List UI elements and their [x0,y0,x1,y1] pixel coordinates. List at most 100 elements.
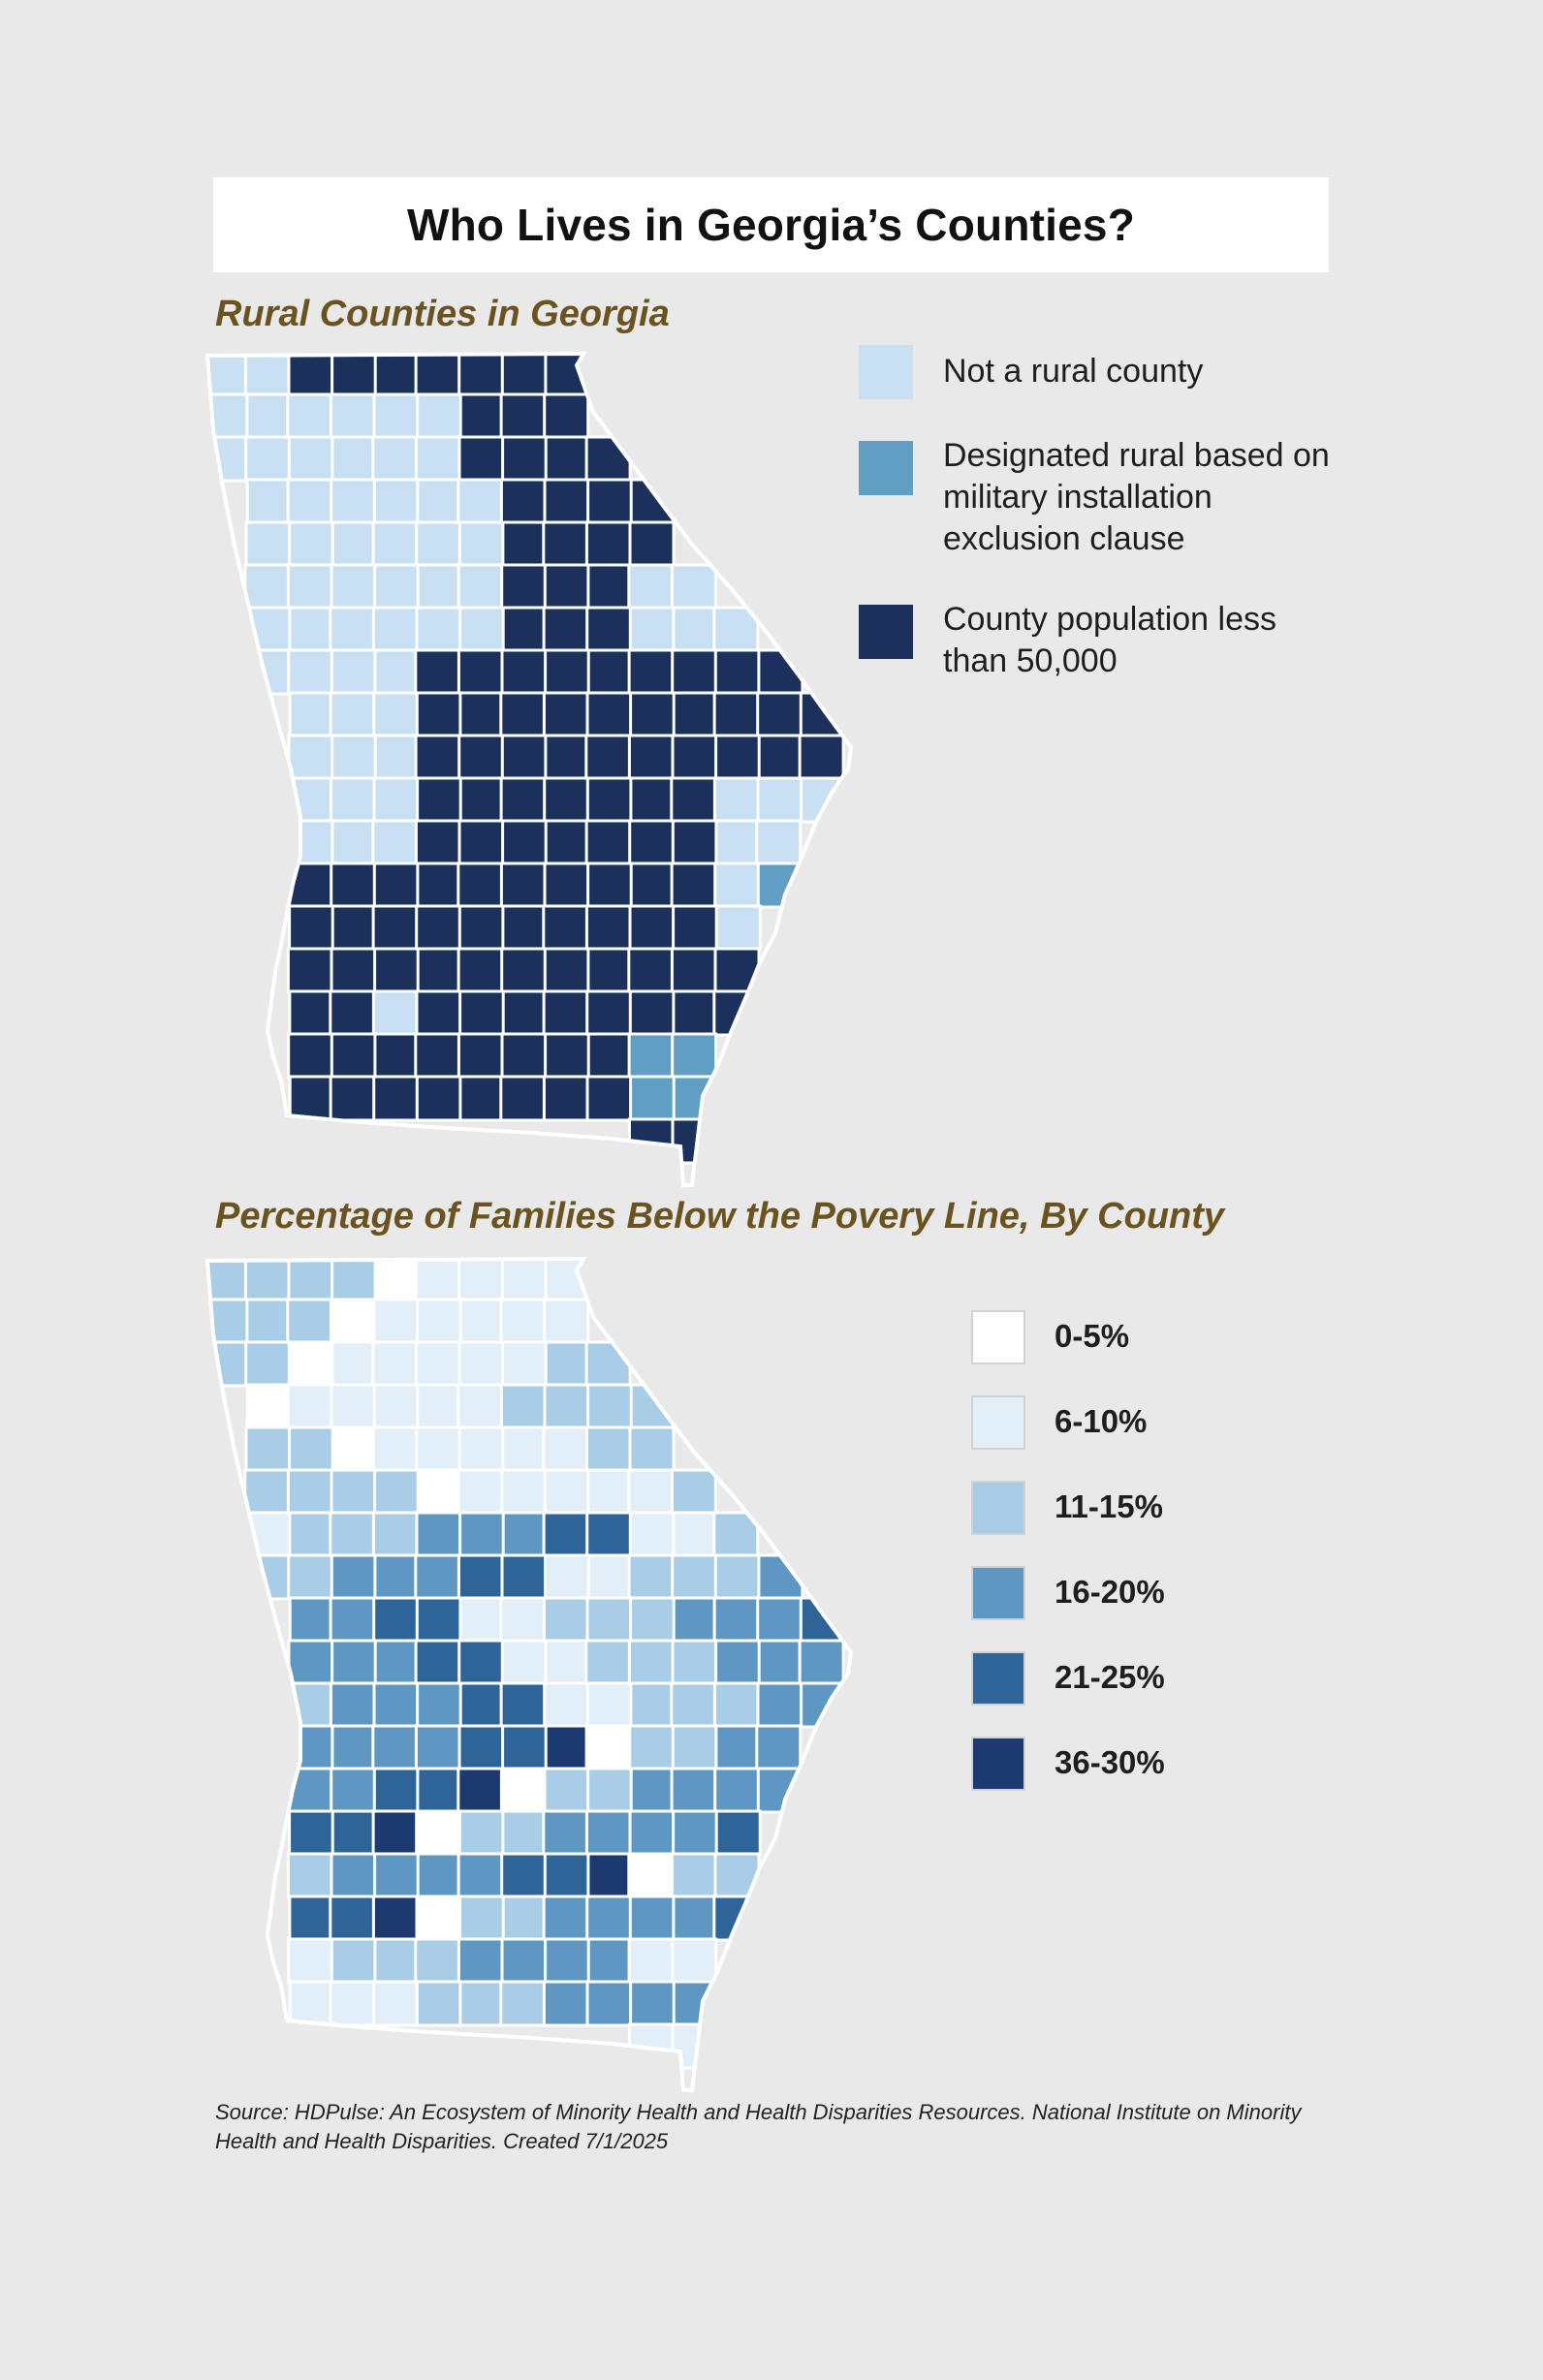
legend-swatch [971,1395,1025,1450]
legend-swatch [971,1737,1025,1791]
county [586,1383,634,1430]
poverty-legend-item: 11-15% [971,1481,1163,1535]
county [628,1724,676,1771]
county [499,1383,547,1430]
county [712,1895,760,1942]
legend-label: 21-25% [1055,1659,1165,1695]
county [756,1596,803,1644]
county [373,1852,421,1899]
county [458,1511,506,1558]
county [458,1075,506,1122]
county [543,947,590,994]
county [714,734,762,781]
county [414,1032,461,1080]
county [628,1425,676,1473]
county [372,1681,420,1729]
county [629,1767,677,1814]
county [672,1895,719,1942]
county [628,819,676,866]
poverty-map [205,1257,854,2092]
county [416,1767,463,1814]
county [288,1980,335,2027]
county [584,520,632,568]
county [670,563,717,611]
legend-label: 11-15% [1055,1488,1163,1524]
county [544,1937,591,1985]
county [671,1553,718,1601]
county [500,1553,548,1601]
county [288,1425,335,1473]
county [542,1895,589,1942]
county [543,1468,590,1516]
county [287,819,334,866]
county [288,1511,335,1558]
county [712,691,760,738]
county [244,1425,292,1473]
county [330,1852,377,1899]
county [628,606,676,653]
county [543,563,590,611]
county [288,1895,335,1942]
county [286,1468,333,1516]
county [542,1511,589,1558]
county [501,1340,549,1388]
county [243,354,291,397]
legend-swatch [971,1566,1025,1620]
county [415,606,462,653]
county [670,1468,717,1516]
county [330,1383,377,1430]
county [755,1724,803,1771]
county [586,1553,634,1601]
county [757,1639,804,1686]
county [586,563,634,611]
county [586,947,634,994]
county [416,1852,463,1899]
legend-label: 36-30% [1055,1744,1165,1780]
county [330,563,377,611]
county [245,392,293,440]
county [629,1596,677,1644]
county [329,691,376,738]
county [457,904,505,952]
county [416,563,463,611]
county [628,904,676,952]
county [501,435,549,483]
county [501,606,549,653]
county [331,1809,378,1857]
county [584,1340,632,1388]
county [670,947,717,994]
county [373,1639,421,1686]
county [499,1075,547,1122]
county [627,947,675,994]
county [288,606,335,653]
county [542,904,589,952]
county [415,691,462,738]
county [585,1511,633,1558]
county [458,1980,506,2027]
county [416,1468,463,1516]
county [544,1639,591,1686]
county [499,1767,547,1814]
county [372,1298,420,1345]
poverty-legend-item: 16-20% [971,1566,1165,1620]
county [629,1075,677,1122]
county [415,1425,462,1473]
county [373,1553,421,1601]
county [798,1639,845,1686]
county [457,354,505,397]
county [415,989,462,1037]
legend-swatch [859,441,913,495]
county [757,734,804,781]
county [671,648,718,696]
county [329,1298,376,1345]
county [373,1259,421,1302]
county [288,1075,335,1122]
county [672,691,719,738]
county [457,819,505,866]
county [372,478,420,525]
county [584,1724,632,1771]
county [501,1809,549,1857]
county [371,1724,419,1771]
county [414,1259,461,1302]
county [372,1980,420,2027]
